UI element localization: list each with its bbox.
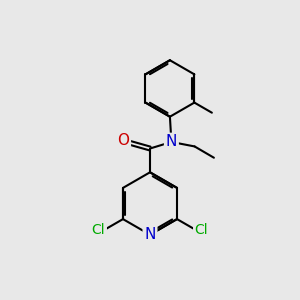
- Text: N: N: [166, 134, 177, 149]
- Text: O: O: [117, 133, 129, 148]
- Text: Cl: Cl: [92, 223, 105, 237]
- Text: N: N: [144, 227, 156, 242]
- Text: Cl: Cl: [195, 223, 208, 237]
